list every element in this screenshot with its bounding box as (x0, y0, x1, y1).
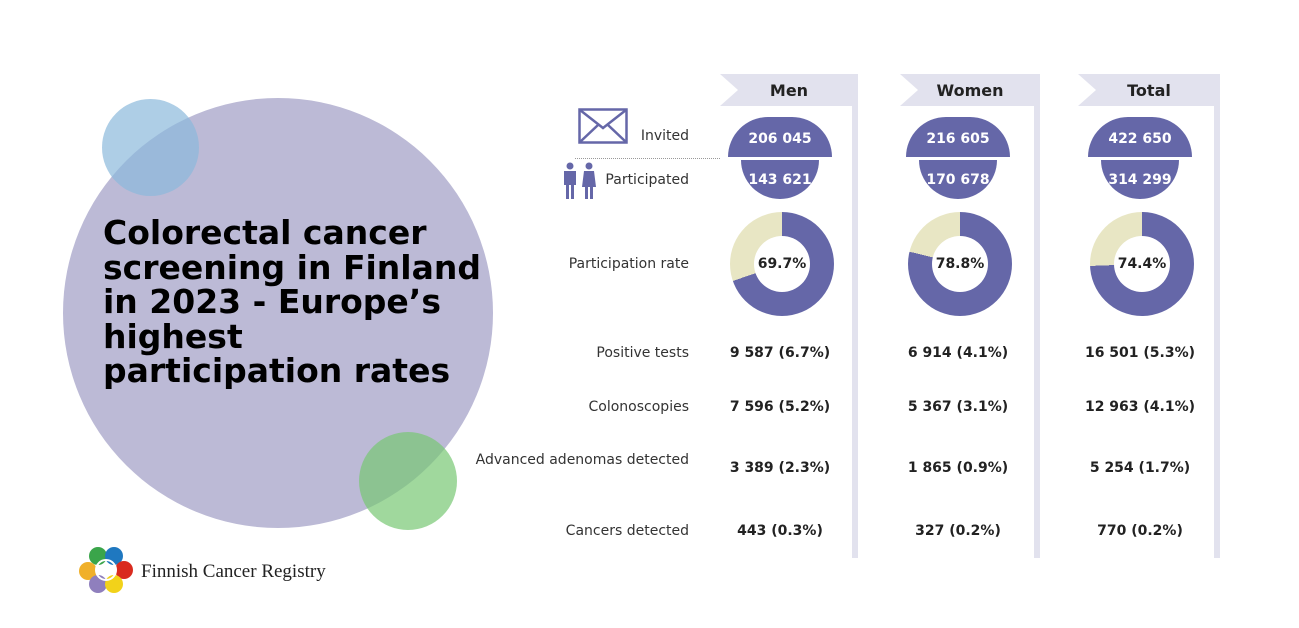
adenomas-value: 1 865 (0.9%) (907, 460, 1009, 476)
positive-tests-value: 9 587 (6.7%) (729, 345, 831, 361)
column-header-label: Total (1127, 80, 1171, 100)
divider (575, 158, 720, 159)
invited-number: 206 045 (748, 130, 812, 147)
column-header-label: Men (769, 80, 809, 100)
label-participated: Participated (605, 172, 689, 188)
cancers-value: 443 (0.3%) (737, 523, 823, 539)
label-colonoscopies: Colonoscopies (588, 399, 689, 415)
participation-donut: 69.7% (730, 212, 834, 316)
rate-label: 78.8% (932, 236, 988, 292)
blue-circle (102, 99, 199, 196)
label-positive-tests: Positive tests (596, 345, 689, 361)
invited-number: 422 650 (1108, 130, 1172, 147)
people-icon (564, 162, 596, 199)
cancers-value: 770 (0.2%) (1097, 523, 1183, 539)
adenomas-value: 3 389 (2.3%) (729, 460, 831, 476)
label-cancers-detected: Cancers detected (565, 523, 689, 539)
column-bar (1214, 74, 1220, 558)
participated-number: 143 621 (748, 171, 812, 188)
registry-logo-icon (79, 547, 133, 593)
participated-number: 314 299 (1108, 171, 1172, 188)
column-header-women: Women (900, 74, 1040, 106)
colonoscopies-value: 12 963 (4.1%) (1084, 399, 1196, 415)
column-header-total: Total (1078, 74, 1220, 106)
column-bar (852, 74, 858, 558)
positive-tests-value: 16 501 (5.3%) (1084, 345, 1196, 361)
rate-label: 69.7% (754, 236, 810, 292)
column-header-label: Women (936, 80, 1004, 100)
adenomas-value: 5 254 (1.7%) (1089, 460, 1191, 476)
participated-value: 170 678 (919, 160, 997, 199)
participation-donut: 78.8% (908, 212, 1012, 316)
invited-number: 216 605 (926, 130, 990, 147)
invited-value: 422 650 (1088, 117, 1192, 157)
green-circle (359, 432, 457, 530)
column-header-men: Men (720, 74, 858, 106)
participated-number: 170 678 (926, 171, 990, 188)
cancers-value: 327 (0.2%) (915, 523, 1001, 539)
colonoscopies-value: 7 596 (5.2%) (729, 399, 831, 415)
participated-value: 143 621 (741, 160, 819, 199)
invited-value: 206 045 (728, 117, 832, 157)
participated-value: 314 299 (1101, 160, 1179, 199)
label-invited: Invited (640, 128, 689, 144)
participation-donut: 74.4% (1090, 212, 1194, 316)
invited-value: 216 605 (906, 117, 1010, 157)
colonoscopies-value: 5 367 (3.1%) (907, 399, 1009, 415)
label-participation-rate: Participation rate (568, 256, 689, 272)
page-title: Colorectal cancer screening in Finland i… (103, 213, 481, 390)
label-advanced-adenomas: Advanced adenomas detected (475, 452, 689, 468)
rate-label: 74.4% (1114, 236, 1170, 292)
positive-tests-value: 6 914 (4.1%) (907, 345, 1009, 361)
column-bar (1034, 74, 1040, 558)
logo-text: Finnish Cancer Registry (141, 561, 326, 582)
envelope-icon (578, 108, 628, 144)
